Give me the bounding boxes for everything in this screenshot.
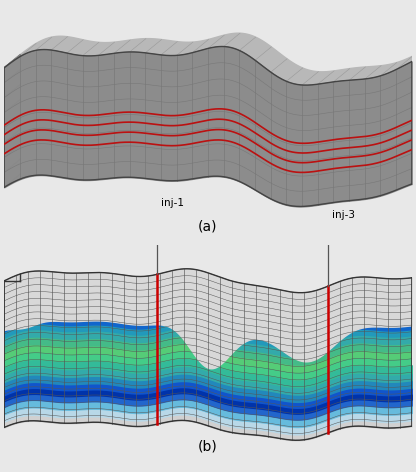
Text: (a): (a) bbox=[198, 220, 218, 234]
Polygon shape bbox=[4, 33, 416, 85]
Text: (b): (b) bbox=[198, 439, 218, 453]
Polygon shape bbox=[4, 54, 20, 187]
Text: inj-1: inj-1 bbox=[161, 198, 184, 208]
Text: inj-3: inj-3 bbox=[332, 210, 355, 219]
